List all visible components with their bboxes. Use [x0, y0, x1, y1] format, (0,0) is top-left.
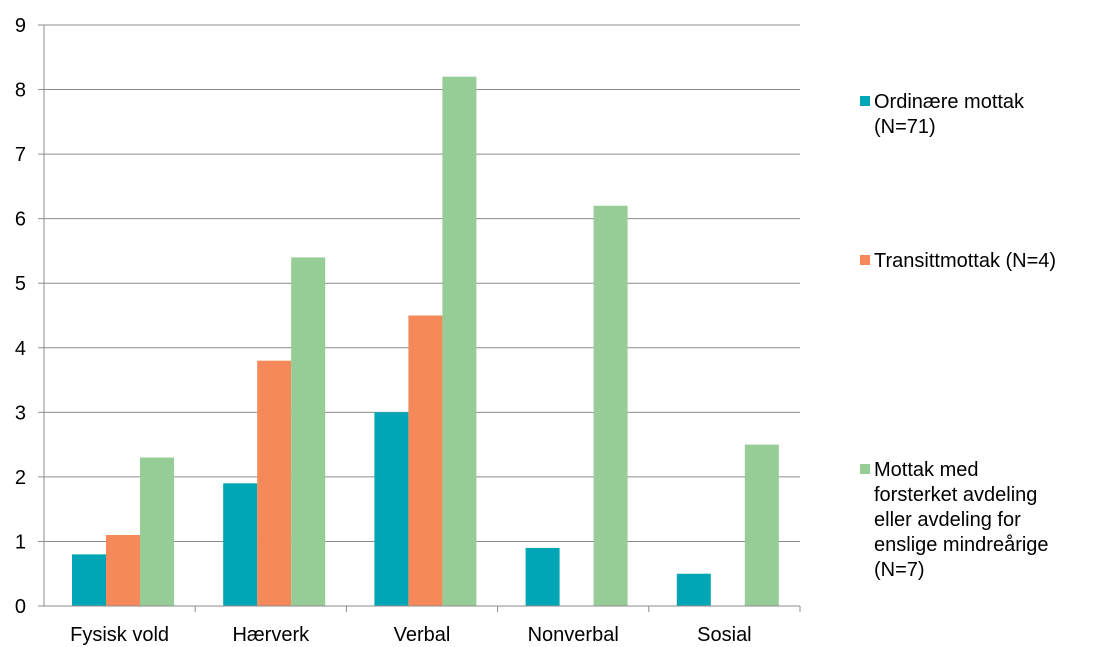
y-tick-label: 5: [15, 273, 26, 295]
bar: [676, 573, 711, 606]
y-tick-label: 9: [15, 15, 26, 37]
y-tick-label: 6: [15, 209, 26, 231]
legend-label-ordinaere: Ordinære mottak (N=71): [874, 91, 1025, 138]
y-tick-labels: 0 1 2 3 4 5 6 7 8 9: [15, 15, 26, 618]
bar: [744, 444, 779, 606]
legend-label-forsterket: Mottak med forsterket avdeling eller avd…: [874, 459, 1049, 581]
bar: [408, 315, 443, 606]
legend-swatch-transitt: [860, 255, 870, 265]
y-tick-label: 3: [15, 402, 26, 424]
bar: [257, 360, 292, 606]
x-tick-labels: Fysisk vold Hærverk Verbal Nonverbal Sosial: [70, 624, 751, 646]
x-tick-label: Fysisk vold: [70, 624, 169, 646]
bar: [374, 412, 409, 606]
bar: [525, 547, 560, 606]
bar: [223, 483, 258, 606]
legend-item-forsterket: Mottak med forsterket avdeling eller avd…: [860, 458, 1049, 583]
legend: Ordinære mottak (N=71) Transittmottak (N…: [860, 0, 1118, 647]
bar: [291, 257, 326, 606]
bar: [442, 76, 477, 606]
legend-swatch-forsterket: [860, 464, 870, 474]
x-tick-label: Hærverk: [232, 624, 310, 646]
bar: [106, 534, 140, 606]
bars: [72, 76, 779, 606]
y-tick-label: 1: [15, 531, 26, 553]
legend-item-ordinaere: Ordinære mottak (N=71): [860, 90, 1024, 140]
bar: [72, 554, 106, 606]
x-tick-label: Nonverbal: [528, 624, 619, 646]
legend-swatch-ordinaere: [860, 96, 870, 106]
y-tick-label: 4: [15, 338, 26, 360]
bar: [593, 205, 628, 606]
axes: [38, 24, 801, 612]
legend-item-transitt: Transittmottak (N=4): [860, 249, 1056, 274]
y-tick-label: 7: [15, 144, 26, 166]
x-tick-label: Verbal: [394, 624, 451, 646]
y-tick-label: 2: [15, 467, 26, 489]
bar-chart: 0 1 2 3 4 5 6 7 8 9 Fysisk vold Hærverk Verbal Nonve…: [15, 15, 801, 646]
legend-label-transitt: Transittmottak (N=4): [874, 250, 1057, 272]
y-tick-label: 8: [15, 80, 26, 102]
bar: [140, 457, 174, 606]
x-tick-label: Sosial: [697, 624, 751, 646]
y-tick-label: 0: [15, 596, 26, 618]
